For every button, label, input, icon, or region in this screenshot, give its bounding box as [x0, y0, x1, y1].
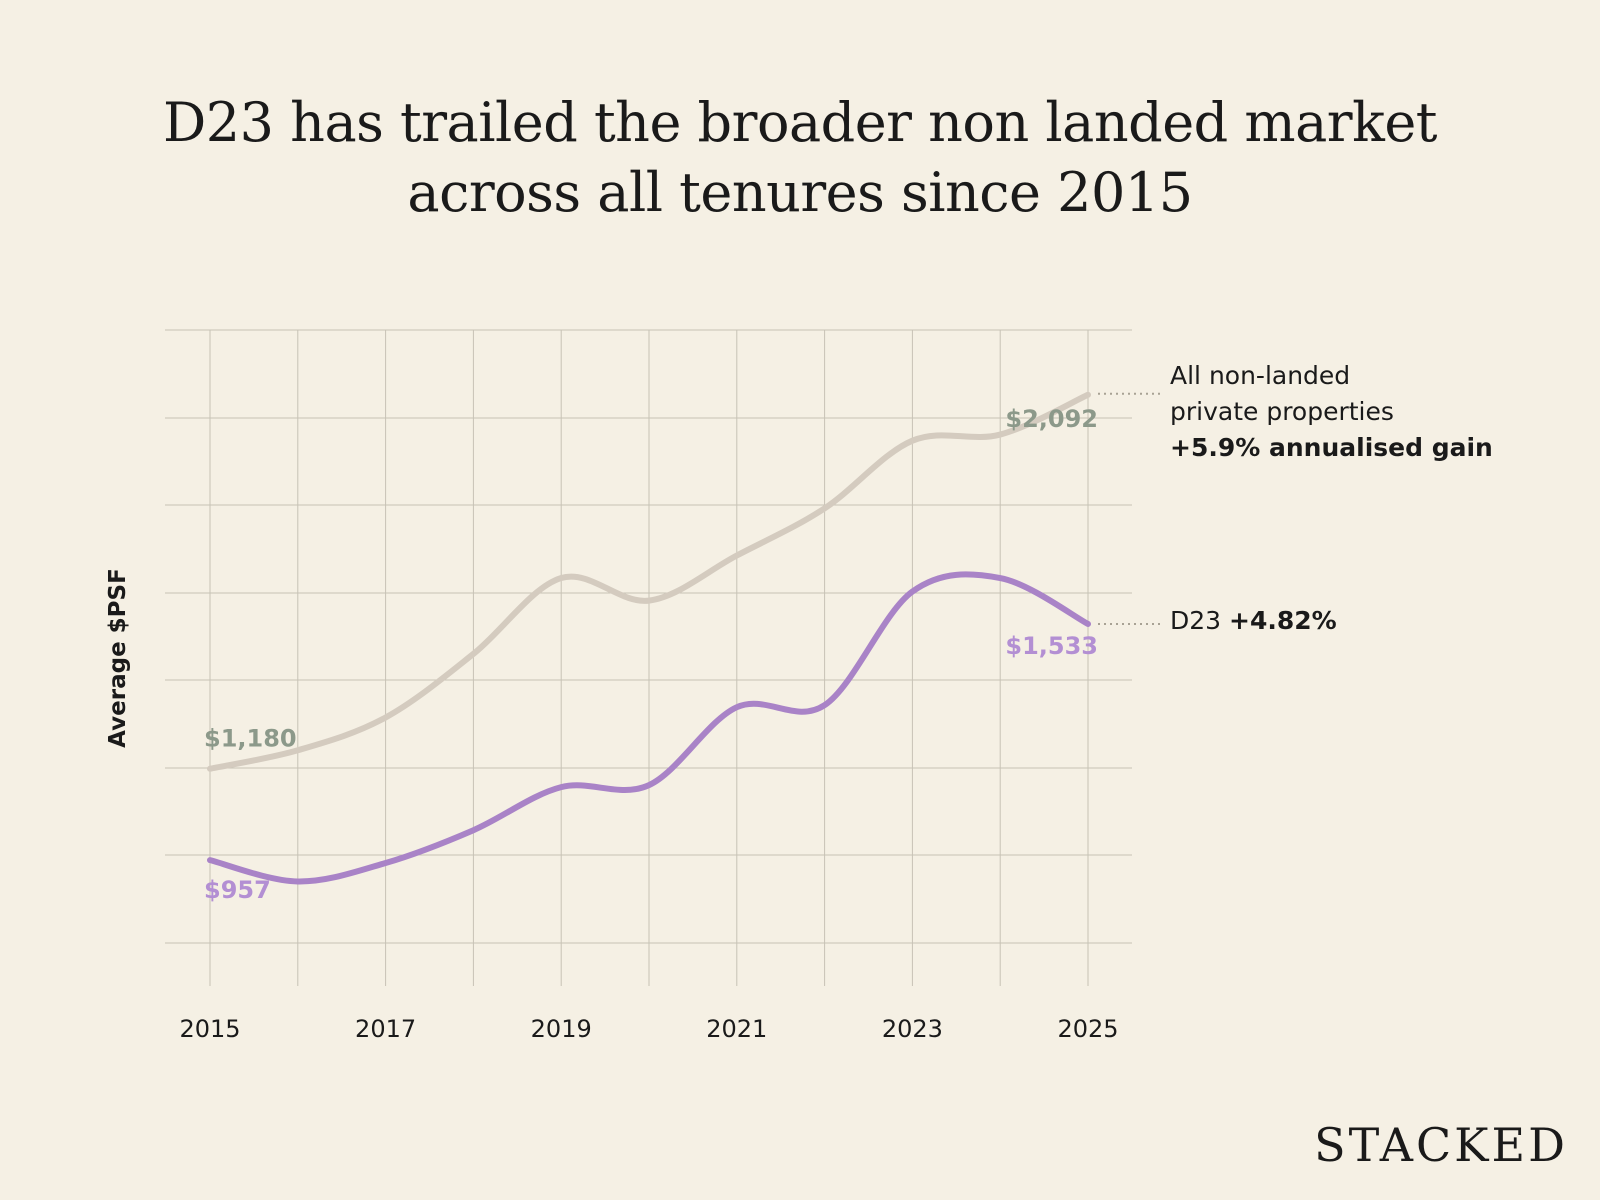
legend-all-gain: +5.9% annualised gain	[1170, 433, 1493, 462]
x-axis-ticks: 2015 2017 2019 2021 2023 2025	[179, 1015, 1118, 1043]
x-tick-label: 2021	[706, 1015, 767, 1043]
legend-all-non-landed: All non-landed private properties +5.9% …	[1170, 358, 1493, 466]
chart-grid	[165, 329, 1132, 986]
x-tick-label: 2017	[355, 1015, 416, 1043]
stacked-logo: STACKED	[1314, 1118, 1568, 1172]
series-line-all-non-landed	[207, 391, 1091, 772]
data-label: $2,092	[1005, 405, 1098, 433]
data-label: $957	[204, 876, 271, 904]
legend-all-line-2: private properties	[1170, 397, 1394, 426]
chart-series	[207, 391, 1162, 885]
x-tick-label: 2025	[1057, 1015, 1118, 1043]
chart-title-line-2: across all tenures since 2015	[407, 161, 1193, 224]
legend-all-line-1: All non-landed	[1170, 361, 1351, 390]
chart-title-line-1: D23 has trailed the broader non landed m…	[163, 91, 1437, 154]
data-label: $1,180	[204, 725, 297, 753]
y-axis-label: Average $PSF	[105, 568, 131, 748]
x-tick-label: 2023	[882, 1015, 943, 1043]
x-tick-label: 2015	[179, 1015, 240, 1043]
chart-title: D23 has trailed the broader non landed m…	[0, 88, 1600, 228]
data-label: $1,533	[1005, 632, 1098, 660]
legend-d23-gain: +4.82%	[1229, 606, 1337, 635]
series-line-d23	[207, 571, 1091, 885]
legend-d23: D23 +4.82%	[1170, 603, 1337, 639]
x-tick-label: 2019	[531, 1015, 592, 1043]
data-labels: $1,180 $2,092 $957 $1,533	[204, 405, 1098, 904]
legend-d23-name: D23	[1170, 606, 1222, 635]
